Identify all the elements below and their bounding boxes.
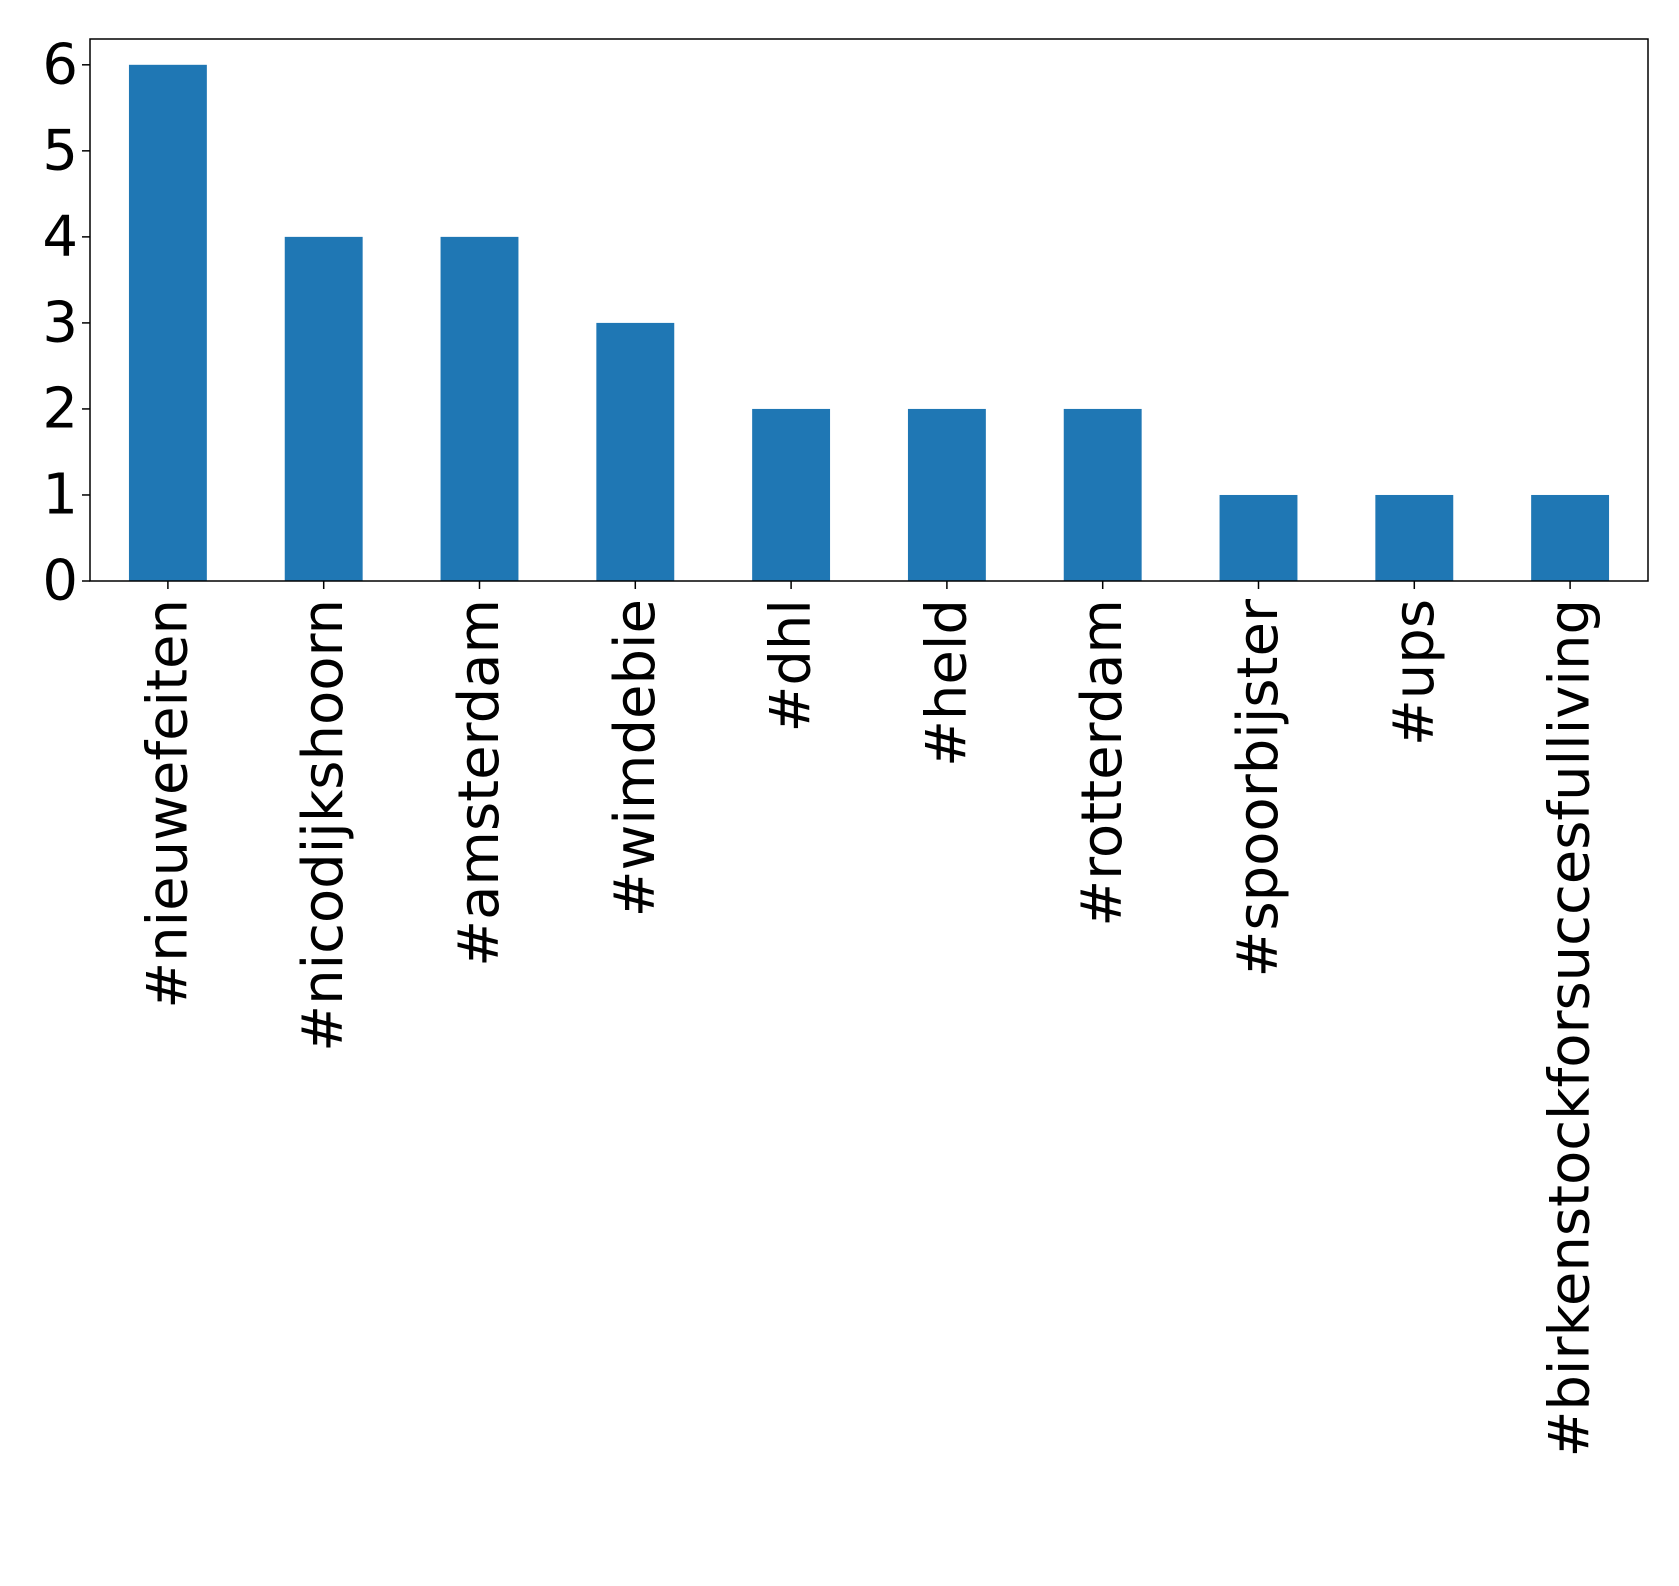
bar-spoorbijster [1219,494,1298,581]
y-tick-label: 5 [42,118,78,183]
bar-rotterdam [1063,408,1142,581]
y-tick-label: 3 [42,290,78,355]
y-tick-label: 1 [42,462,78,527]
bar-nicodijkshoorn [284,236,363,581]
x-tick-label: #wimdebie [603,599,668,917]
bar-wimdebie [596,322,675,581]
x-tick-label: #amsterdam [447,599,512,967]
y-tick-label: 0 [42,549,78,614]
x-tick-label: #rotterdam [1070,599,1135,927]
y-tick-label: 4 [42,204,78,269]
x-tick-label: #nicodijkshoorn [291,599,356,1052]
plot-frame [89,38,1649,582]
bar-amsterdam [440,236,519,581]
x-axis: #nieuwefeiten #nicodijkshoorn #amsterdam #w… [135,581,1603,1458]
y-tick-label: 6 [42,32,78,97]
bar-ups [1375,494,1454,581]
y-axis: 0 1 2 3 4 5 6 [42,32,90,614]
x-tick-label: #held [914,599,979,767]
x-tick-label: #dhl [759,599,824,733]
bar-dhl [752,408,831,581]
x-tick-label: #nieuwefeiten [135,599,200,1009]
bar-held [907,408,986,581]
y-tick-label: 2 [42,376,78,441]
x-tick-label: #birkenstockforsuccesfulliving [1538,599,1603,1458]
bar-nieuwefeiten [128,64,207,581]
bar-birkenstockforsuccesfulliving [1531,494,1610,581]
x-tick-label: #spoorbijster [1226,598,1291,977]
bars-layer [128,64,1610,581]
x-tick-label: #ups [1382,599,1447,746]
